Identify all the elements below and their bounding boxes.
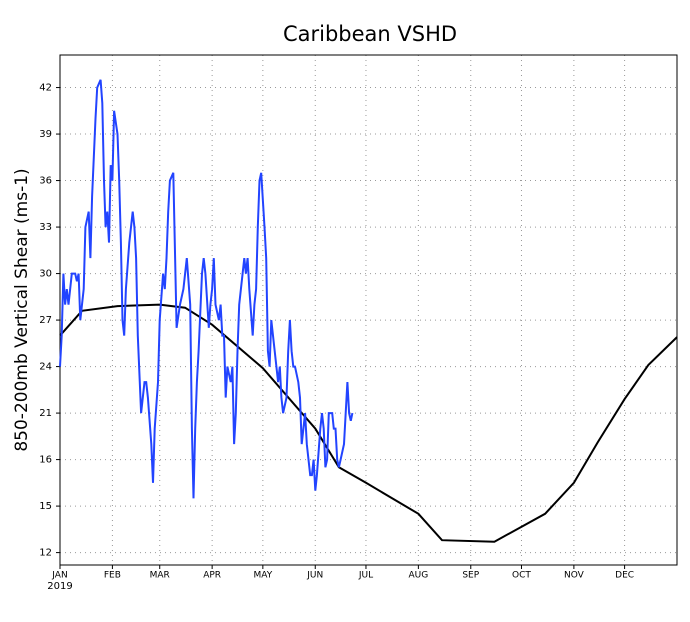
y-tick-label: 27 [39, 315, 52, 326]
x-tick-label: JUL [358, 571, 373, 581]
y-tick-label: 39 [39, 129, 52, 140]
chart-title: Caribbean VSHD [283, 22, 457, 46]
y-tick-label: 16 [39, 455, 52, 466]
x-tick-label: FEB [104, 571, 121, 581]
y-tick-label: 42 [39, 83, 52, 94]
x-sublabel: 2019 [47, 581, 72, 592]
x-tick-label: APR [203, 571, 221, 581]
y-tick-label: 30 [39, 269, 52, 280]
x-tick-label: AUG [409, 571, 429, 581]
y-tick-label: 24 [39, 362, 52, 373]
x-tick-label: MAR [150, 571, 170, 581]
x-tick-label: JUN [306, 571, 323, 581]
y-tick-label: 15 [39, 501, 52, 512]
x-tick-label: SEP [462, 571, 479, 581]
data-line [59, 79, 354, 499]
x-tick-label: JAN [51, 571, 67, 581]
plot-frame [59, 54, 678, 566]
x-tick-label: DEC [615, 571, 634, 581]
x-tick-label: NOV [564, 571, 585, 581]
y-axis-label: 850-200mb Vertical Shear (ms-1) [12, 168, 32, 451]
x-tick-label: MAY [253, 571, 272, 581]
data-line [59, 303, 678, 543]
y-tick-label: 21 [39, 408, 52, 419]
y-tick-label: 36 [39, 176, 52, 187]
y-tick-label: 33 [39, 222, 52, 233]
x-tick-label: OCT [512, 571, 531, 581]
y-tick-label: 12 [39, 548, 52, 559]
